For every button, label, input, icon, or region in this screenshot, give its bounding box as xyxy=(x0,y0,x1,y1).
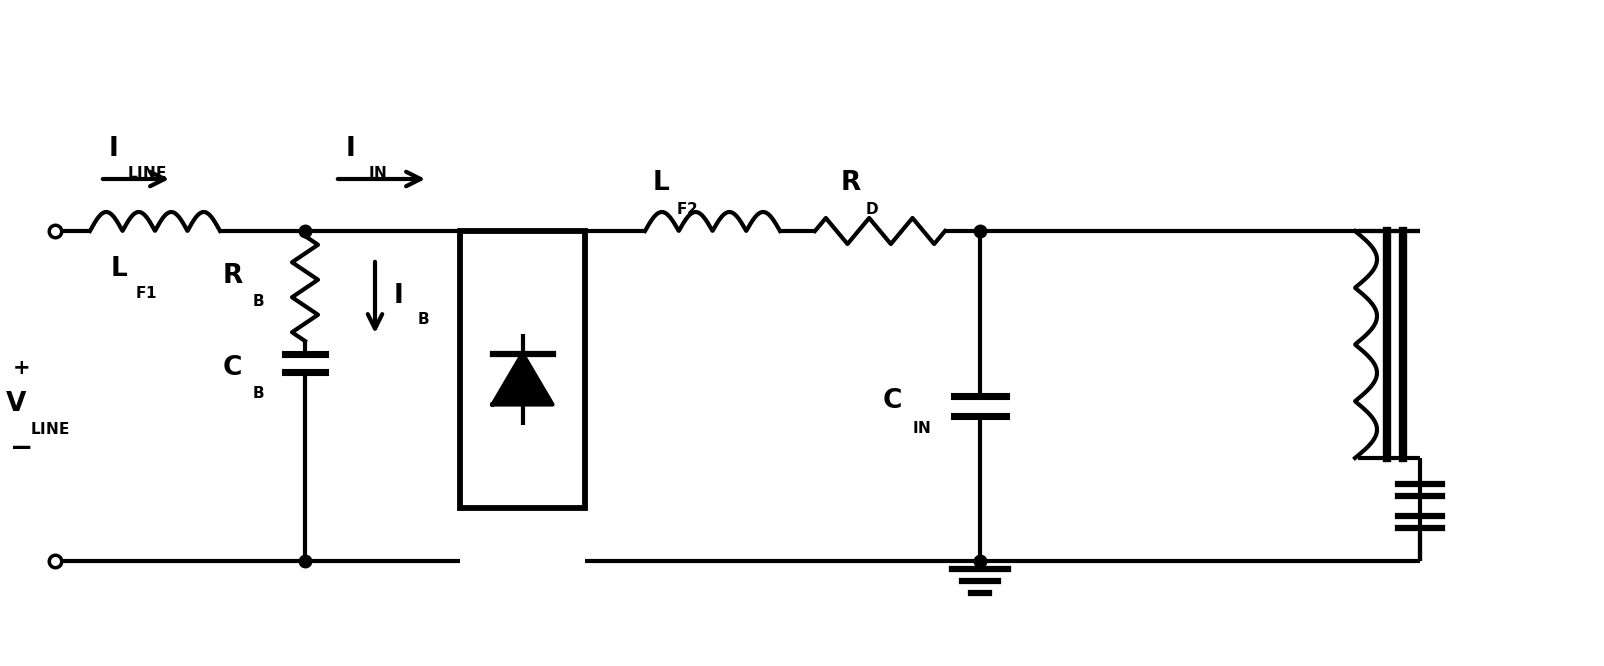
Text: $\it{\mathbf{IN}}$: $\it{\mathbf{IN}}$ xyxy=(367,165,387,181)
Text: $\it{\mathbf{V}}$: $\it{\mathbf{V}}$ xyxy=(5,391,27,417)
Text: $\it{\mathbf{C}}$: $\it{\mathbf{C}}$ xyxy=(882,388,901,414)
Text: $\it{\mathbf{C}}$: $\it{\mathbf{C}}$ xyxy=(221,355,242,381)
Polygon shape xyxy=(492,354,552,404)
Text: $\it{\mathbf{LINE}}$: $\it{\mathbf{LINE}}$ xyxy=(30,421,69,437)
Bar xyxy=(460,231,585,508)
Text: $\it{\mathbf{D}}$: $\it{\mathbf{D}}$ xyxy=(865,201,879,217)
Text: $\it{\mathbf{R}}$: $\it{\mathbf{R}}$ xyxy=(221,263,244,289)
Text: $\it{\mathbf{B}}$: $\it{\mathbf{B}}$ xyxy=(417,311,430,327)
Text: $\it{\mathbf{IN}}$: $\it{\mathbf{IN}}$ xyxy=(913,420,930,436)
Text: $\it{\mathbf{I}}$: $\it{\mathbf{I}}$ xyxy=(393,283,403,309)
Text: $\it{\mathbf{L}}$: $\it{\mathbf{L}}$ xyxy=(651,170,670,196)
Text: $\it{\mathbf{F1}}$: $\it{\mathbf{F1}}$ xyxy=(135,285,157,301)
Text: −: − xyxy=(10,434,34,462)
Text: $\it{\mathbf{I}}$: $\it{\mathbf{I}}$ xyxy=(345,136,354,162)
Text: $\it{\mathbf{L}}$: $\it{\mathbf{L}}$ xyxy=(111,256,128,282)
Text: $\it{\mathbf{I}}$: $\it{\mathbf{I}}$ xyxy=(107,136,117,162)
Text: $\it{\mathbf{B}}$: $\it{\mathbf{B}}$ xyxy=(252,385,265,401)
Text: $\it{\mathbf{B}}$: $\it{\mathbf{B}}$ xyxy=(252,293,265,309)
Text: $\it{\mathbf{LINE}}$: $\it{\mathbf{LINE}}$ xyxy=(127,165,167,181)
Text: $\it{\mathbf{F2}}$: $\it{\mathbf{F2}}$ xyxy=(675,201,698,217)
Text: $\it{\mathbf{R}}$: $\it{\mathbf{R}}$ xyxy=(840,170,861,196)
Text: +: + xyxy=(13,358,30,378)
